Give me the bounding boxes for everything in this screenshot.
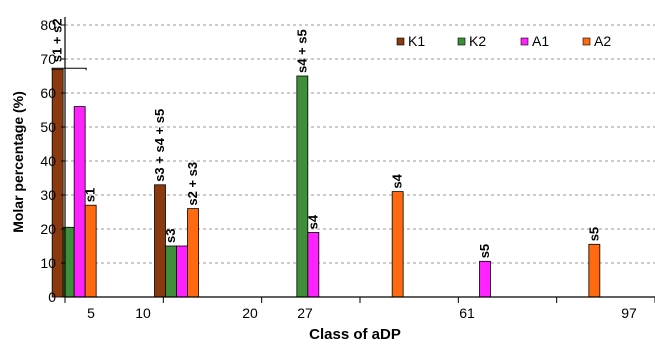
legend-label: A2 (594, 33, 611, 49)
y-tick-label: 60 (40, 85, 56, 101)
x-tick-label: 97 (621, 305, 637, 321)
annotation-label: s4 (390, 173, 405, 188)
annotation-bracket (51, 67, 87, 71)
annotation-label: s3 (163, 229, 178, 243)
legend-label: K1 (408, 33, 425, 49)
y-tick-label: 10 (40, 255, 56, 271)
annotation-label: s1 + s2 (50, 18, 65, 62)
y-tick-labels: 0 10 20 30 40 50 60 70 80 (40, 17, 65, 305)
legend-label: K2 (469, 33, 486, 49)
annotation-label: s3 + s4 + s5 (152, 109, 167, 182)
y-tick-label: 20 (40, 221, 56, 237)
annotation-label: s5 (477, 244, 492, 258)
bar-a1-10 (176, 245, 188, 298)
annotation-label: s2 + s3 (185, 162, 200, 206)
annotation-label: s4 + s5 (294, 29, 309, 73)
y-tick-label: 30 (40, 187, 56, 203)
y-tick-label: 80 (40, 17, 56, 33)
legend-swatch (520, 37, 529, 46)
bar-a1-20 (307, 231, 320, 298)
annotation-label: s5 (586, 227, 601, 241)
legend: K1 K2 A1 A2 (396, 33, 611, 49)
x-tick-label: 5 (87, 305, 95, 321)
x-tick-label: 20 (242, 305, 258, 321)
annotation-label: s4 (305, 214, 320, 229)
bar-a2-97 (588, 243, 601, 298)
bar-annotations: s1 + s2 s1 s3 + s4 + s5 s3 s2 + s3 s4 + s5 s4 s… (50, 18, 602, 258)
x-tick-label: 27 (297, 305, 313, 321)
annotation-label: s1 (83, 188, 98, 202)
legend-swatch (582, 37, 591, 46)
bar-k2-10 (165, 245, 177, 298)
x-tick-label: 10 (135, 305, 151, 321)
bar-a2-5 (84, 204, 97, 298)
bar-a1-61 (479, 260, 491, 298)
bar-k1-5 (51, 68, 64, 298)
bar-a2-27 (391, 191, 404, 298)
bar-k2-20 (296, 75, 309, 298)
bar-a2-10 (187, 208, 199, 298)
y-tick-label: 40 (40, 153, 56, 169)
legend-swatch (396, 37, 405, 46)
y-axis-label: Molar percentage (%) (10, 91, 26, 233)
axes (64, 17, 655, 303)
x-tick-labels: 5 10 20 27 61 97 (87, 305, 637, 321)
y-tick-label: 70 (40, 51, 56, 67)
legend-label: A1 (532, 33, 549, 49)
y-tick-label: 0 (48, 289, 56, 305)
x-axis-label: Class of aDP (309, 326, 401, 343)
x-tick-label: 61 (459, 305, 475, 321)
bars (51, 68, 601, 298)
legend-swatch (457, 37, 466, 46)
y-tick-label: 50 (40, 119, 56, 135)
